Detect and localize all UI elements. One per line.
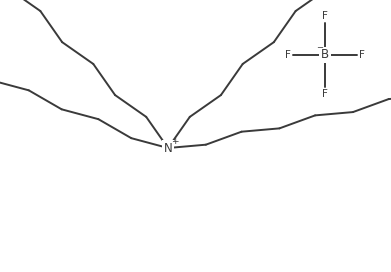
Text: −: − xyxy=(316,44,323,52)
Text: +: + xyxy=(171,138,179,147)
Text: F: F xyxy=(285,50,291,60)
Text: N: N xyxy=(163,141,172,154)
Text: F: F xyxy=(359,50,365,60)
Text: F: F xyxy=(322,89,328,99)
Text: B: B xyxy=(321,48,329,61)
Text: F: F xyxy=(322,11,328,21)
